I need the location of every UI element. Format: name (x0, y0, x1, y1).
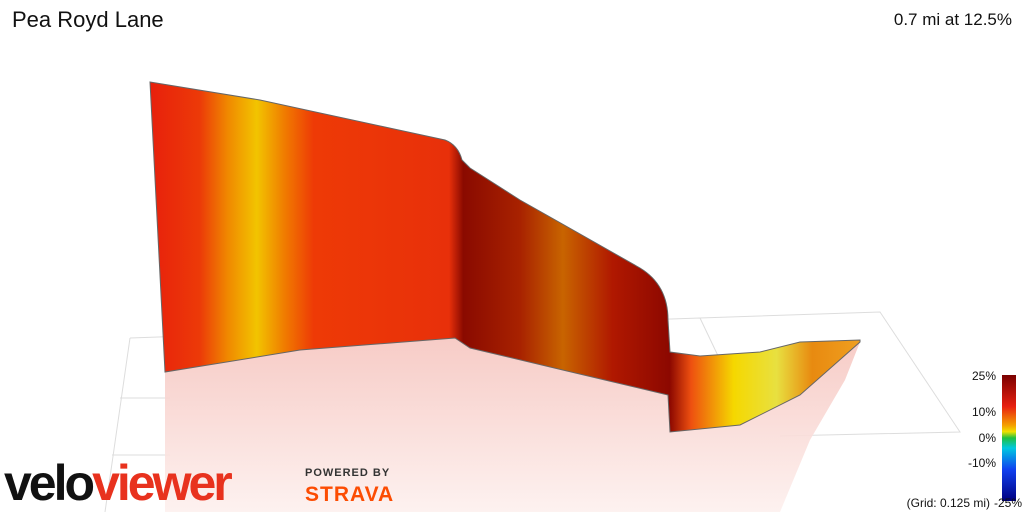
grid-note: (Grid: 0.125 mi) (907, 496, 990, 510)
elevation-wall (149, 81, 861, 433)
scale-label: 10% (972, 405, 996, 419)
logo-dark: velo (4, 455, 94, 511)
powered-by: POWERED BY (305, 467, 390, 479)
scale-labels: 25% 10% 0% -10% -25% (Grid: 0.125 mi) (907, 369, 1023, 510)
title: Pea Royd Lane (12, 7, 164, 32)
gradient-scale (1002, 375, 1016, 501)
scale-label: -10% (968, 456, 996, 470)
reflection (165, 338, 860, 512)
stat: 0.7 mi at 12.5% (894, 10, 1012, 29)
scale-label: 0% (979, 431, 997, 445)
scale-label: 25% (972, 369, 996, 383)
logo-red: viewer (92, 455, 232, 511)
strava: STRAVA (305, 483, 394, 506)
logo: veloviewer (4, 455, 232, 511)
scale-label: -25% (994, 496, 1022, 510)
